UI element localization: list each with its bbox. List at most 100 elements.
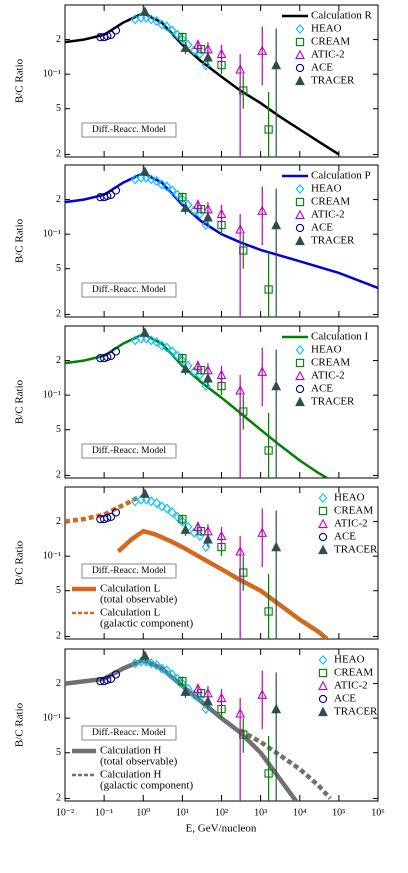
legend-label: Calculation P xyxy=(311,170,371,182)
marker xyxy=(139,166,150,176)
marker xyxy=(295,344,305,356)
y-axis-label: B/C Ratio xyxy=(14,218,26,263)
marker xyxy=(318,706,328,717)
legend-label: HEAO xyxy=(311,183,342,195)
marker xyxy=(162,342,172,353)
marker xyxy=(264,285,273,294)
x-tick-label: 10² xyxy=(215,807,228,818)
marker xyxy=(203,533,213,544)
curve xyxy=(116,528,329,639)
marker xyxy=(203,372,213,383)
marker xyxy=(162,181,172,192)
marker xyxy=(189,205,199,216)
marker xyxy=(139,650,150,660)
legend-label: Calculation L xyxy=(100,607,160,619)
y-axis-label: B/C Ratio xyxy=(14,379,26,424)
legend-label: ATIC-2 xyxy=(311,370,345,382)
marker xyxy=(111,508,121,517)
y-tick-label: 2 xyxy=(56,793,61,804)
marker xyxy=(139,327,150,337)
marker xyxy=(103,191,112,201)
marker xyxy=(295,197,305,207)
marker xyxy=(146,14,156,25)
legend-label: ACE xyxy=(334,693,356,705)
marker xyxy=(178,678,187,689)
plot-area xyxy=(65,650,332,801)
legend-label: Calculation L xyxy=(100,583,160,595)
marker xyxy=(178,516,187,527)
marker xyxy=(162,665,172,676)
marker xyxy=(216,208,227,219)
legend-label: TRACER xyxy=(334,706,378,718)
y-axis-label: B/C Ratio xyxy=(14,540,26,585)
y-tick-label: 10⁻¹ xyxy=(43,68,61,79)
marker xyxy=(178,34,187,45)
legend-label: ACE xyxy=(334,531,356,543)
marker xyxy=(318,668,328,678)
marker xyxy=(257,366,268,376)
marker xyxy=(106,674,116,683)
marker xyxy=(257,689,268,699)
legend-label: ACE xyxy=(311,383,333,395)
marker xyxy=(157,179,167,190)
marker xyxy=(264,607,273,616)
marker xyxy=(216,692,227,703)
marker xyxy=(142,656,151,667)
plot-area xyxy=(65,488,329,639)
marker xyxy=(152,659,161,671)
marker xyxy=(193,199,203,209)
legend-label: Calculation I xyxy=(311,331,368,343)
marker xyxy=(139,6,150,16)
plot-area xyxy=(65,327,328,478)
marker xyxy=(167,25,177,36)
marker xyxy=(203,211,213,222)
marker xyxy=(318,506,328,516)
marker xyxy=(189,366,199,377)
annotation-box xyxy=(81,122,177,138)
marker xyxy=(295,384,305,394)
legend-label: CREAM xyxy=(334,505,373,517)
legend-label: HEAO xyxy=(311,23,342,35)
marker xyxy=(271,703,282,714)
y-tick-label: 5 xyxy=(56,263,61,274)
marker xyxy=(180,686,191,696)
marker xyxy=(152,336,161,348)
curve xyxy=(239,728,332,800)
marker xyxy=(180,363,191,373)
marker xyxy=(103,675,112,685)
y-tick-label: 2 xyxy=(56,309,61,320)
marker xyxy=(106,30,116,39)
marker xyxy=(103,31,112,41)
marker xyxy=(146,335,156,346)
marker xyxy=(106,351,116,360)
y-tick-label: 2 xyxy=(56,631,61,642)
marker xyxy=(111,347,121,356)
marker xyxy=(271,219,282,230)
marker xyxy=(189,689,199,700)
y-tick-label: 2 xyxy=(56,149,61,160)
legend-note: (total observable) xyxy=(100,756,178,768)
marker xyxy=(235,707,246,718)
annotation: Diff.-Reacc. Model xyxy=(92,445,166,456)
marker xyxy=(157,340,167,351)
marker xyxy=(295,209,305,220)
legend-label: CREAM xyxy=(334,667,373,679)
x-tick-label: 10⁻¹ xyxy=(95,807,113,818)
y-tick-label: 10⁻¹ xyxy=(43,550,61,561)
marker xyxy=(146,658,156,669)
legend-label: TRACER xyxy=(334,544,378,556)
marker xyxy=(318,544,328,555)
legend-label: HEAO xyxy=(334,492,365,504)
marker xyxy=(178,676,187,686)
marker xyxy=(193,683,203,693)
legend-label: ATIC-2 xyxy=(311,49,345,61)
marker xyxy=(142,12,151,23)
marker xyxy=(203,51,213,62)
y-axis-label: B/C Ratio xyxy=(14,58,26,103)
marker xyxy=(193,39,203,49)
marker xyxy=(178,194,187,205)
marker xyxy=(257,45,268,55)
y-tick-label: 10⁻¹ xyxy=(43,389,61,400)
marker xyxy=(318,694,328,704)
marker xyxy=(162,21,172,32)
